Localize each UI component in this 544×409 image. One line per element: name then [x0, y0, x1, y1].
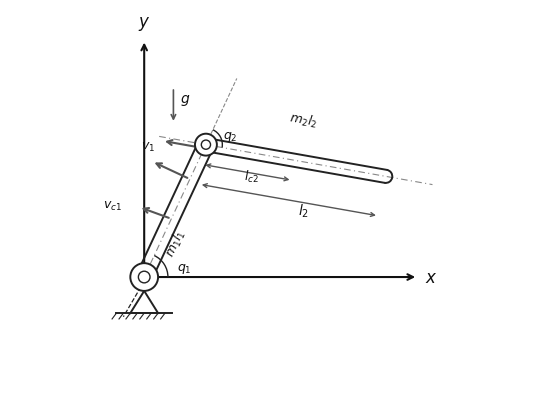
Text: $y$: $y$: [138, 16, 151, 33]
Text: $q_2$: $q_2$: [224, 130, 238, 144]
Text: $m_1 l_1$: $m_1 l_1$: [162, 227, 189, 259]
Circle shape: [195, 135, 217, 156]
Text: $l_2$: $l_2$: [298, 202, 309, 220]
Circle shape: [131, 263, 158, 291]
Text: $l_{c2}$: $l_{c2}$: [244, 168, 258, 184]
Text: $m_2 l_2$: $m_2 l_2$: [288, 110, 318, 130]
Text: $v_1$: $v_1$: [141, 141, 155, 154]
Text: $g$: $g$: [180, 92, 190, 107]
Text: $q_1$: $q_1$: [177, 262, 191, 276]
Text: $x$: $x$: [425, 268, 438, 286]
Text: $v_{c1}$: $v_{c1}$: [103, 199, 122, 212]
Circle shape: [138, 272, 150, 283]
Circle shape: [201, 141, 211, 150]
